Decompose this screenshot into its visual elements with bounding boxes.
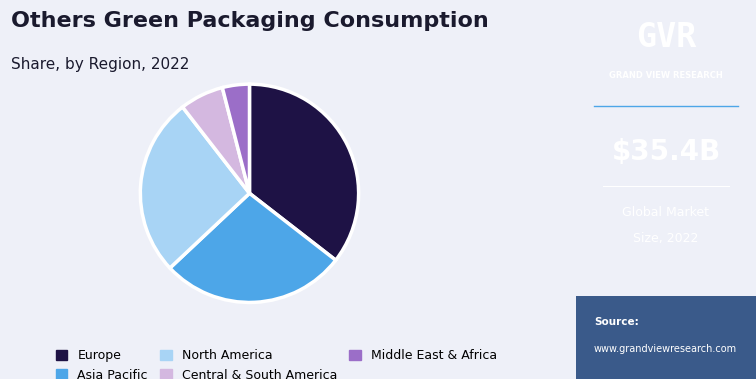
Legend: Europe, Asia Pacific, North America, Central & South America, Middle East & Afri: Europe, Asia Pacific, North America, Cen… xyxy=(50,343,503,379)
Wedge shape xyxy=(183,88,249,193)
Text: www.grandviewresearch.com: www.grandviewresearch.com xyxy=(594,344,737,354)
Wedge shape xyxy=(249,84,358,260)
Text: GVR: GVR xyxy=(636,21,696,55)
Wedge shape xyxy=(170,193,336,302)
Text: Global Market: Global Market xyxy=(622,206,709,219)
Text: Size, 2022: Size, 2022 xyxy=(634,232,699,245)
Text: Others Green Packaging Consumption: Others Green Packaging Consumption xyxy=(11,11,489,31)
Wedge shape xyxy=(222,84,249,193)
Text: Share, by Region, 2022: Share, by Region, 2022 xyxy=(11,57,190,72)
Text: Source:: Source: xyxy=(594,317,639,327)
Wedge shape xyxy=(141,107,249,268)
Text: GRAND VIEW RESEARCH: GRAND VIEW RESEARCH xyxy=(609,71,723,80)
FancyBboxPatch shape xyxy=(576,296,756,379)
Text: $35.4B: $35.4B xyxy=(612,138,720,166)
